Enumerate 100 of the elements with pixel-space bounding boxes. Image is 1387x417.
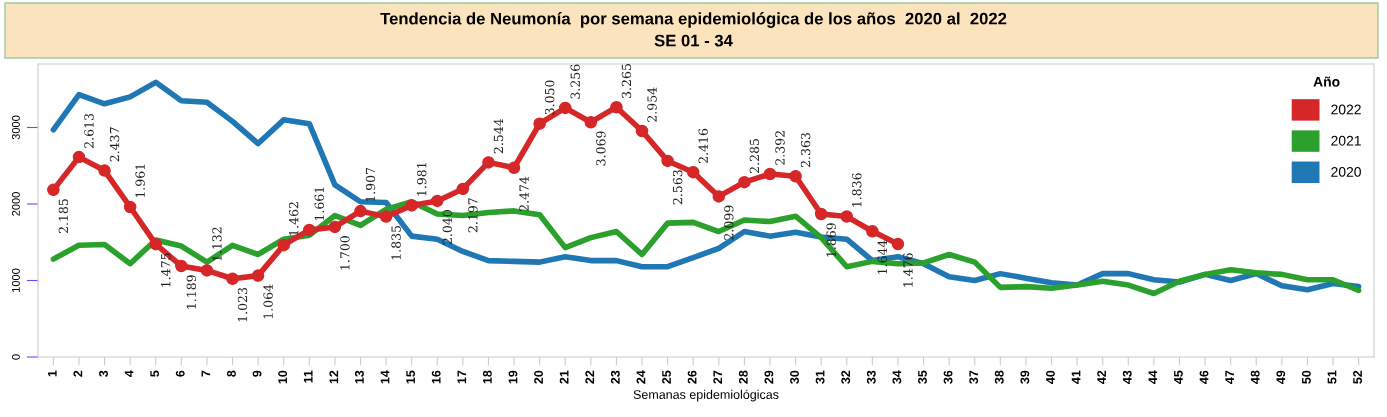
data-label: 2.099 — [724, 205, 734, 240]
x-tick-label: 34 — [892, 370, 902, 384]
point — [251, 269, 265, 282]
x-tick-label: 31 — [815, 370, 825, 384]
data-label: 2.185 — [58, 199, 69, 234]
x-tick-label: 14 — [380, 370, 390, 384]
point — [98, 164, 111, 177]
x-tick-label: 32 — [841, 370, 851, 384]
legend-title: Año — [1313, 76, 1340, 87]
data-label: 2.285 — [749, 139, 760, 174]
x-tick-label: 17 — [457, 370, 467, 384]
data-label: 1.961 — [135, 164, 145, 198]
x-tick-label: 3 — [99, 370, 108, 377]
x-tick-label: 18 — [482, 370, 492, 384]
point — [354, 204, 367, 218]
point — [635, 124, 649, 138]
data-label: 1.476 — [903, 253, 913, 287]
x-tick-label: 19 — [508, 370, 518, 384]
data-label: 1.064 — [263, 284, 273, 319]
point — [558, 101, 572, 115]
point — [200, 264, 214, 277]
data-label: 1.132 — [212, 227, 222, 261]
x-tick-label: 47 — [1225, 370, 1234, 384]
data-label: 2.613 — [84, 113, 94, 148]
point — [149, 237, 162, 251]
x-tick-label: 49 — [1276, 370, 1286, 384]
x-tick-label: 41 — [1071, 370, 1081, 384]
x-tick-label: 46 — [1199, 370, 1209, 384]
point — [507, 161, 521, 174]
point — [712, 190, 726, 203]
point — [584, 115, 598, 129]
data-label: 2.563 — [672, 170, 683, 205]
data-label: 1.835 — [391, 225, 401, 260]
x-tick-label: 9 — [252, 370, 262, 377]
x-tick-label: 21 — [559, 370, 569, 384]
point — [610, 100, 623, 114]
point — [789, 169, 802, 183]
data-label: 2.437 — [109, 127, 120, 162]
x-tick-label: 25 — [662, 370, 671, 384]
x-tick-label: 20 — [534, 370, 543, 384]
x-tick-label: 7 — [201, 370, 211, 377]
x-tick-label: 52 — [1353, 370, 1362, 384]
data-label: 3.050 — [544, 80, 555, 115]
x-tick-label: 39 — [1020, 370, 1030, 384]
data-label: 1.907 — [365, 167, 376, 202]
point — [738, 175, 751, 189]
data-label: 3.265 — [621, 64, 632, 98]
point — [328, 220, 342, 234]
x-tick-label: 13 — [354, 370, 364, 384]
point — [686, 165, 700, 179]
x-tick-label: 11 — [303, 370, 313, 383]
point — [226, 272, 239, 285]
x-tick-label: 12 — [329, 370, 339, 384]
x-tick-label: 15 — [406, 370, 416, 384]
x-tick-label: 44 — [1148, 370, 1158, 384]
data-label: 2.363 — [800, 133, 811, 168]
point — [482, 156, 495, 169]
point — [175, 259, 188, 273]
x-tick-label: 43 — [1122, 370, 1132, 384]
x-tick-label: 28 — [738, 370, 748, 384]
x-tick-label: 42 — [1097, 370, 1106, 384]
x-tick-label: 23 — [610, 370, 620, 384]
data-label: 2.392 — [775, 131, 785, 165]
x-tick-label: 40 — [1046, 370, 1055, 384]
point — [431, 194, 444, 208]
point — [456, 182, 470, 196]
point — [123, 200, 137, 214]
point — [303, 223, 316, 237]
x-tick-label: 27 — [713, 370, 723, 384]
data-label: 2.954 — [647, 87, 657, 122]
chart-subtitle: SE 01 - 34 — [654, 34, 733, 47]
point — [866, 224, 879, 238]
x-axis-title: Semanas epidemiológicas — [633, 389, 779, 402]
data-label: 3.256 — [570, 64, 580, 99]
legend-label: 2020 — [1331, 166, 1361, 177]
data-label: 1.661 — [314, 187, 325, 221]
data-label: 1.700 — [340, 236, 350, 270]
point — [277, 238, 290, 252]
x-tick-label: 33 — [866, 370, 876, 384]
data-label: 1.836 — [852, 173, 862, 207]
data-label: 1.023 — [237, 288, 248, 322]
point — [47, 183, 60, 197]
y-tick-label: 1000 — [11, 268, 20, 293]
x-tick-label: 29 — [764, 370, 774, 384]
x-tick-label: 2 — [73, 370, 83, 377]
point — [814, 207, 828, 221]
x-tick-label: 6 — [175, 370, 185, 377]
x-tick-label: 35 — [918, 370, 927, 384]
data-label: 1.644 — [877, 240, 888, 274]
x-tick-label: 51 — [1327, 370, 1337, 384]
chart-title: Tendencia de Neumonía por semana epidemiológica de los años 2020 al 2022 — [380, 12, 1007, 28]
x-tick-label: 5 — [150, 370, 160, 377]
data-label: 2.474 — [519, 176, 529, 212]
point — [405, 199, 418, 212]
point — [379, 210, 393, 223]
x-tick-label: 16 — [431, 370, 441, 384]
x-tick-label: 22 — [585, 370, 595, 384]
x-tick-label: 10 — [278, 370, 288, 384]
legend-label: 2022 — [1331, 104, 1361, 115]
point — [661, 154, 674, 168]
